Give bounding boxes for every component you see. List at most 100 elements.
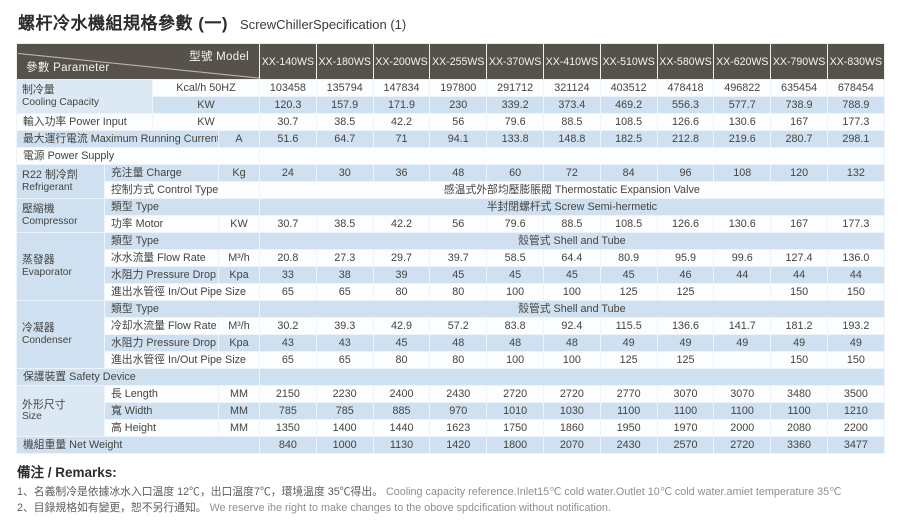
table-row-condenser-pressure-drop: 水阻力 Pressure Drop Kpa 43 43 45 48 48 48 49 49 49 49… (17, 334, 885, 352)
table-row-condenser-pipe-size: 進出水管徑 In/Out Pipe Size 65 65 80 80 100 100 125 1… (17, 351, 885, 369)
cooling-capacity-kcal-unit: Kcal/h 50HZ (152, 79, 260, 97)
max-running-current-value-XX-180WS: 64.7 (315, 130, 374, 148)
evaporator-flow-rate-label: 冰水流量 Flow Rate (104, 249, 219, 267)
size-length-value-XX-790WS: 3480 (770, 385, 828, 403)
table-row-refrigerant-charge: R22 制冷劑 Refrigerant 充注量 Charge Kg 24 30 36 48 60… (16, 164, 885, 199)
size-width-value-XX-790WS: 1100 (770, 402, 828, 420)
power-input-value-XX-140WS: 30.7 (259, 113, 317, 131)
cooling-capacity-kw-value-XX-620WS: 577.7 (713, 96, 772, 114)
size-height-value-XX-180WS: 1400 (315, 419, 374, 437)
compressor-motor-value-XX-200WS: 42.2 (372, 215, 431, 233)
size-length-value-XX-140WS: 2150 (259, 385, 317, 403)
evaporator-flow-rate-value-XX-370WS: 58.5 (486, 249, 544, 267)
safety-device-span (259, 368, 885, 386)
size-width-value-XX-620WS: 1100 (713, 402, 772, 420)
power-input-value-XX-255WS: 56 (429, 113, 488, 131)
condenser-pipe-size-value-XX-410WS: 100 (542, 351, 601, 369)
spec-table: 型號 Model 參數 Parameter XX-140WS XX-180WS XX… (16, 43, 885, 454)
corner-model-label: 型號 Model (189, 51, 249, 63)
cooling-capacity-kw-value-XX-255WS: 230 (429, 96, 488, 114)
size-width-value-XX-180WS: 785 (315, 402, 374, 420)
compressor-type-span: 半封閉螺杆式 Screw Semi-hermetic (259, 198, 885, 216)
table-row-compressor-motor: 功率 Motor KW 30.7 38.5 42.2 56 79.6 88.5 108.5 126… (17, 215, 885, 233)
power-input-value-XX-510WS: 108.5 (599, 113, 658, 131)
condenser-pressure-drop-value-XX-580WS: 49 (656, 334, 715, 352)
refrigerant-charge-value-XX-180WS: 30 (315, 164, 374, 182)
evaporator-type-group: 蒸發器 Evaporator (16, 232, 105, 301)
evaporator-pressure-drop-value-XX-200WS: 39 (372, 266, 431, 284)
cooling-capacity-kcal-value-XX-790WS: 635454 (770, 79, 828, 97)
max-running-current-value-XX-410WS: 148.8 (542, 130, 601, 148)
size-length-unit: MM (218, 385, 260, 403)
evaporator-flow-rate-value-XX-180WS: 27.3 (315, 249, 374, 267)
remark-line-2-en: We reserve ihe right to make changes to … (209, 502, 611, 515)
evaporator-pipe-size-value-XX-180WS: 65 (315, 283, 374, 301)
condenser-flow-rate-value-XX-140WS: 30.2 (259, 317, 317, 335)
refrigerant-charge-value-XX-370WS: 60 (486, 164, 544, 182)
power-input-value-XX-620WS: 130.6 (713, 113, 772, 131)
evaporator-pressure-drop-value-XX-580WS: 46 (656, 266, 715, 284)
evaporator-pressure-drop-value-XX-140WS: 33 (259, 266, 317, 284)
diagonal-divider-line (17, 52, 259, 79)
refrigerant-charge-unit: Kg (218, 164, 260, 182)
cooling-capacity-kw-value-XX-200WS: 171.9 (372, 96, 431, 114)
power-input-value-XX-370WS: 79.6 (486, 113, 544, 131)
power-input-value-XX-410WS: 88.5 (542, 113, 601, 131)
evaporator-pressure-drop-value-XX-620WS: 44 (713, 266, 772, 284)
evaporator-pipe-size-value-XX-200WS: 80 (372, 283, 431, 301)
condenser-pipe-size-value-XX-790WS: 150 (770, 351, 828, 369)
max-running-current-unit: A (218, 130, 260, 148)
max-running-current-value-XX-790WS: 280.7 (770, 130, 828, 148)
condenser-pressure-drop-label: 水阻力 Pressure Drop (104, 334, 219, 352)
condenser-pressure-drop-value-XX-255WS: 48 (429, 334, 488, 352)
power-supply-span (259, 147, 885, 165)
max-running-current-label: 最大運行電流 Maximum Running Current (16, 130, 219, 148)
table-row-size-height: 高 Height MM 1350 1400 1440 1623 1750 1860 1950 19… (17, 419, 885, 437)
size-length-value-XX-410WS: 2720 (542, 385, 601, 403)
refrigerant-charge-value-XX-410WS: 72 (542, 164, 601, 182)
page-title-zh: 螺杆冷水機組規格參數 (一) (18, 14, 229, 33)
power-input-unit: KW (152, 113, 260, 131)
evaporator-pressure-drop-value-XX-255WS: 45 (429, 266, 488, 284)
control-type-span: 感温式外部均壓膨脹閥 Thermostatic Expansion Valve (259, 181, 885, 199)
size-height-value-XX-370WS: 1750 (486, 419, 544, 437)
compressor-motor-value-XX-180WS: 38.5 (315, 215, 374, 233)
refrigerant-charge-label: 充注量 Charge (104, 164, 219, 182)
condenser-pressure-drop-value-XX-200WS: 45 (372, 334, 431, 352)
condenser-pipe-size-value-XX-370WS: 100 (486, 351, 544, 369)
evaporator-flow-rate-value-XX-580WS: 95.9 (656, 249, 715, 267)
compressor-motor-label: 功率 Motor (104, 215, 219, 233)
compressor-type-group: 壓縮機 Compressor (16, 198, 105, 233)
net-weight-value-XX-580WS: 2570 (656, 436, 715, 454)
size-height-value-XX-140WS: 1350 (259, 419, 317, 437)
table-row-max-running-current: 最大運行電流 Maximum Running Current A 51.6 64.7 7… (16, 130, 885, 148)
safety-device-label: 保護裝置 Safety Device (16, 368, 260, 386)
table-row-net-weight: 機組重量 Net Weight 840 1000 1130 1420 1800 2070 24… (16, 436, 885, 454)
page-title: 螺杆冷水機組規格參數 (一) ScrewChillerSpecification… (18, 9, 884, 34)
table-row-size-width: 寬 Width MM 785 785 885 970 1010 1030 1100 1100 110… (17, 402, 885, 420)
model-header-XX-410WS: XX-410WS (542, 43, 601, 80)
net-weight-value-XX-255WS: 1420 (429, 436, 488, 454)
condenser-flow-rate-value-XX-620WS: 141.7 (713, 317, 772, 335)
condenser-pipe-size-label: 進出水管徑 In/Out Pipe Size (104, 351, 260, 369)
size-height-value-XX-580WS: 1970 (656, 419, 715, 437)
condenser-pressure-drop-value-XX-620WS: 49 (713, 334, 772, 352)
page-title-en: ScrewChillerSpecification (1) (240, 17, 407, 32)
evaporator-pipe-size-value-XX-830WS: 150 (826, 283, 885, 301)
size-length-value-XX-830WS: 3500 (826, 385, 885, 403)
size-length-value-XX-200WS: 2400 (372, 385, 431, 403)
table-row-evaporator-type: 蒸發器 Evaporator 類型 Type 殼管式 Shell and Tube (16, 232, 885, 301)
model-header-XX-255WS: XX-255WS (429, 43, 488, 80)
condenser-pressure-drop-unit: Kpa (218, 334, 260, 352)
condenser-flow-rate-value-XX-830WS: 193.2 (826, 317, 885, 335)
size-length-value-XX-255WS: 2430 (429, 385, 488, 403)
max-running-current-value-XX-200WS: 71 (372, 130, 431, 148)
evaporator-pipe-size-label: 進出水管徑 In/Out Pipe Size (104, 283, 260, 301)
condenser-pressure-drop-value-XX-790WS: 49 (770, 334, 828, 352)
cooling-capacity-kw-value-XX-830WS: 788.9 (826, 96, 885, 114)
evaporator-pipe-size-value-XX-790WS: 150 (770, 283, 828, 301)
size-height-value-XX-200WS: 1440 (372, 419, 431, 437)
evaporator-flow-rate-value-XX-140WS: 20.8 (259, 249, 317, 267)
size-length-label: 長 Length (104, 385, 219, 403)
refrigerant-charge-value-XX-830WS: 132 (826, 164, 885, 182)
